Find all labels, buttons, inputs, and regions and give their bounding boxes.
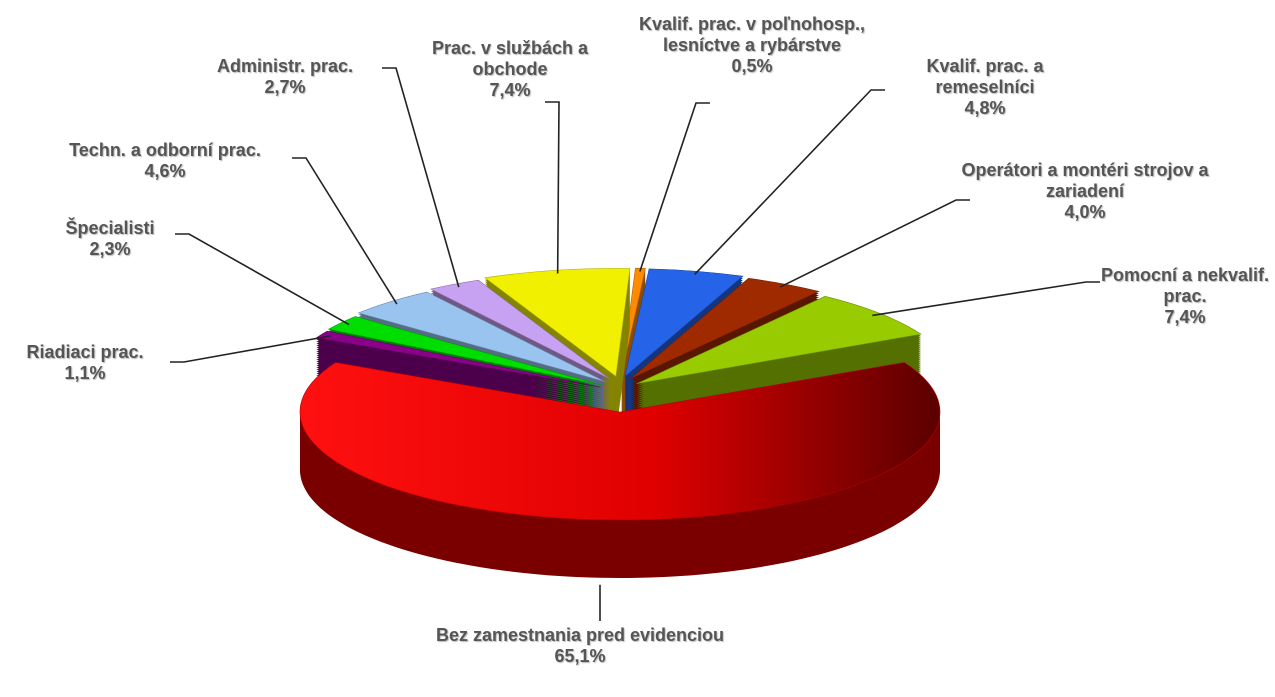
- value-label: 0,5%: [731, 56, 773, 76]
- value-label: 4,8%: [964, 98, 1006, 118]
- slice-label: Prac. v službách a obchode 7,4%: [395, 38, 625, 101]
- slice: [299, 362, 941, 521]
- leader-line: [175, 233, 350, 326]
- slice-label: Kvalif. prac. v poľnohosp., lesníctve a …: [622, 14, 882, 77]
- slice-side: [621, 276, 646, 385]
- slice-label: Riadiaci prac. 1,1%: [0, 342, 170, 384]
- value-label: 2,7%: [264, 77, 306, 97]
- slice-side: [621, 278, 646, 387]
- category-name: Pomocní a nekvalif. prac.: [1100, 265, 1270, 306]
- slice: [484, 268, 631, 377]
- value-label: 7,4%: [489, 80, 531, 100]
- category-name: Špecialisti: [65, 218, 155, 238]
- value-label: 2,3%: [89, 239, 131, 259]
- slice: [636, 296, 922, 384]
- slice-label: Bez zamestnania pred evidenciou 65,1%: [430, 625, 730, 667]
- slice-side: [621, 274, 646, 383]
- leader-line: [170, 335, 331, 363]
- leader-line: [694, 89, 885, 276]
- slice-label: Administr. prac. 2,7%: [185, 56, 385, 98]
- slice-side: [621, 280, 646, 389]
- slice-side: [621, 282, 646, 391]
- value-label: 4,0%: [1064, 202, 1106, 222]
- slice-label: Pomocní a nekvalif. prac. 7,4%: [1080, 265, 1275, 328]
- category-name: Prac. v službách a obchode: [431, 38, 589, 79]
- category-name: Riadiaci prac.: [26, 342, 144, 362]
- category-name: Kvalif. prac. a remeselníci: [926, 56, 1044, 97]
- slice-side: [621, 272, 646, 381]
- leader-line: [292, 157, 398, 305]
- category-name: Kvalif. prac. v poľnohosp., lesníctve a …: [639, 14, 865, 55]
- value-label: 65,1%: [554, 646, 606, 666]
- value-label: 7,4%: [1164, 307, 1206, 327]
- category-name: Bez zamestnania pred evidenciou: [435, 625, 725, 645]
- slice-side: [621, 270, 646, 379]
- category-name: Administr. prac.: [216, 56, 354, 76]
- leader-line: [779, 199, 970, 288]
- slice-label: Kvalif. prac. a remeselníci 4,8%: [900, 56, 1070, 119]
- slice: [327, 316, 603, 386]
- slice-label: Operátori a montéri strojov a zariadení 4…: [955, 160, 1215, 223]
- category-name: Operátori a montéri strojov a zariadení: [961, 160, 1209, 201]
- leader-line: [545, 101, 560, 274]
- slice-label: Techn. a odborní prac. 4,6%: [35, 140, 295, 182]
- value-label: 4,6%: [144, 161, 186, 181]
- slice-label: Špecialisti 2,3%: [35, 218, 185, 260]
- category-name: Techn. a odborní prac.: [69, 140, 261, 160]
- leader-line: [382, 67, 460, 288]
- slice: [357, 291, 606, 382]
- slice: [430, 279, 610, 380]
- value-label: 1,1%: [64, 363, 106, 383]
- leader-line: [639, 102, 710, 272]
- leader-line: [872, 281, 1100, 317]
